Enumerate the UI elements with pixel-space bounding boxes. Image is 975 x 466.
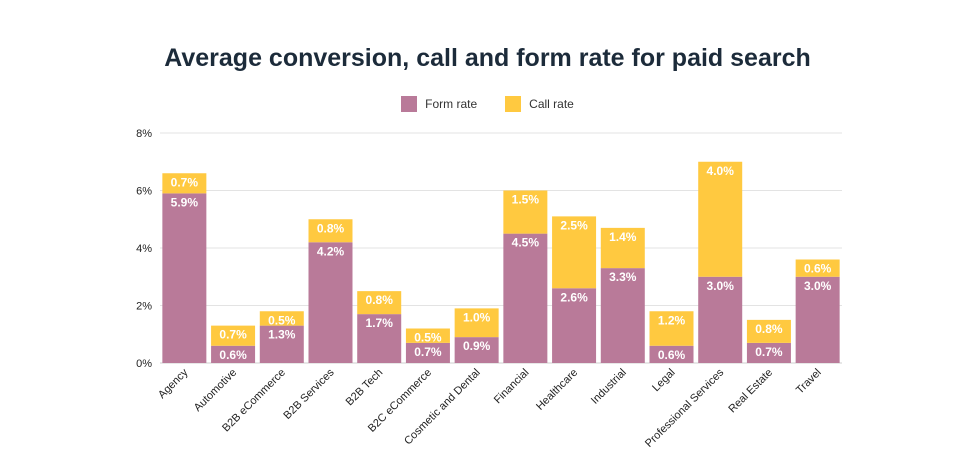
chart-title: Average conversion, call and form rate f… bbox=[164, 44, 811, 72]
bar-call-rate bbox=[308, 219, 353, 243]
legend: Form rate Call rate bbox=[0, 96, 975, 112]
bar-call-rate bbox=[259, 311, 304, 326]
bar-call-rate bbox=[405, 328, 450, 343]
bar-form-rate bbox=[259, 325, 304, 363]
data-label-call-rate: 0.7% bbox=[171, 175, 199, 189]
y-tick-label: 2% bbox=[136, 301, 152, 313]
data-label-form-rate: 5.9% bbox=[171, 195, 199, 209]
x-tick-label: Financial bbox=[492, 367, 532, 407]
bar-form-rate bbox=[746, 342, 791, 363]
data-label-call-rate: 1.0% bbox=[463, 310, 491, 324]
bar-call-rate bbox=[746, 319, 791, 343]
data-label-call-rate: 0.5% bbox=[414, 331, 442, 345]
x-tick-label: Automotive bbox=[192, 367, 239, 414]
data-label-call-rate: 1.4% bbox=[609, 230, 637, 244]
data-label-form-rate: 3.0% bbox=[707, 279, 735, 293]
bar-form-rate bbox=[503, 233, 548, 363]
bar-call-rate bbox=[211, 325, 256, 346]
bar-form-rate bbox=[795, 276, 840, 363]
legend-swatch-call-rate bbox=[505, 96, 522, 112]
bar-form-rate bbox=[162, 193, 207, 363]
data-label-call-rate: 0.8% bbox=[755, 322, 783, 336]
bar-form-rate bbox=[454, 337, 499, 363]
data-label-form-rate: 0.7% bbox=[414, 345, 442, 359]
bar-call-rate bbox=[454, 308, 499, 338]
bar-form-rate bbox=[211, 345, 256, 363]
data-label-call-rate: 2.5% bbox=[560, 218, 588, 232]
data-label-call-rate: 0.8% bbox=[317, 221, 345, 235]
data-label-call-rate: 0.7% bbox=[219, 328, 247, 342]
data-label-form-rate: 1.7% bbox=[366, 316, 394, 330]
bar-form-rate bbox=[649, 345, 694, 363]
bar-call-rate bbox=[503, 190, 548, 234]
bar-form-rate bbox=[552, 288, 597, 363]
bar-form-rate bbox=[600, 268, 645, 363]
bar-form-rate bbox=[698, 276, 743, 363]
data-label-call-rate: 0.8% bbox=[366, 293, 394, 307]
bar-call-rate bbox=[649, 311, 694, 346]
legend-item-call-rate: Call rate bbox=[505, 96, 574, 112]
x-tick-label: Agency bbox=[156, 366, 191, 401]
data-label-form-rate: 3.3% bbox=[609, 270, 637, 284]
bar-call-rate bbox=[698, 161, 743, 277]
bar-call-rate bbox=[795, 259, 840, 277]
legend-label-call-rate: Call rate bbox=[529, 97, 574, 111]
data-label-call-rate: 1.5% bbox=[512, 193, 540, 207]
data-label-form-rate: 1.3% bbox=[268, 328, 296, 342]
y-tick-label: 6% bbox=[136, 186, 152, 198]
x-tick-label: Travel bbox=[794, 367, 824, 397]
data-label-call-rate: 4.0% bbox=[707, 164, 735, 178]
y-tick-label: 0% bbox=[136, 358, 152, 370]
x-tick-label: B2B Tech bbox=[344, 367, 386, 409]
bar-call-rate bbox=[357, 291, 402, 315]
x-tick-label: Real Estate bbox=[726, 367, 775, 416]
data-label-form-rate: 2.6% bbox=[560, 290, 588, 304]
x-tick-label: Healthcare bbox=[534, 367, 580, 413]
legend-label-form-rate: Form rate bbox=[425, 97, 478, 111]
data-label-call-rate: 0.6% bbox=[804, 262, 832, 276]
bar-call-rate bbox=[552, 216, 597, 289]
data-label-form-rate: 3.0% bbox=[804, 279, 832, 293]
y-tick-label: 4% bbox=[136, 243, 152, 255]
data-label-form-rate: 0.9% bbox=[463, 339, 491, 353]
bar-form-rate bbox=[405, 342, 450, 363]
data-label-form-rate: 0.7% bbox=[755, 345, 783, 359]
bar-form-rate bbox=[308, 242, 353, 363]
data-label-form-rate: 4.2% bbox=[317, 244, 345, 258]
data-label-form-rate: 0.6% bbox=[658, 348, 686, 362]
data-label-form-rate: 4.5% bbox=[512, 236, 540, 250]
x-tick-label: Industrial bbox=[589, 367, 629, 407]
data-label-call-rate: 0.5% bbox=[268, 313, 296, 327]
data-label-form-rate: 0.6% bbox=[219, 348, 247, 362]
y-tick-label: 8% bbox=[136, 128, 152, 140]
x-tick-label: B2B Services bbox=[281, 366, 337, 422]
data-label-call-rate: 1.2% bbox=[658, 313, 686, 327]
bar-form-rate bbox=[357, 314, 402, 363]
x-tick-label: Legal bbox=[650, 367, 678, 395]
bar-call-rate bbox=[162, 173, 207, 194]
legend-item-form-rate: Form rate bbox=[401, 96, 477, 112]
legend-swatch-form-rate bbox=[401, 96, 418, 112]
bar-call-rate bbox=[600, 227, 645, 269]
